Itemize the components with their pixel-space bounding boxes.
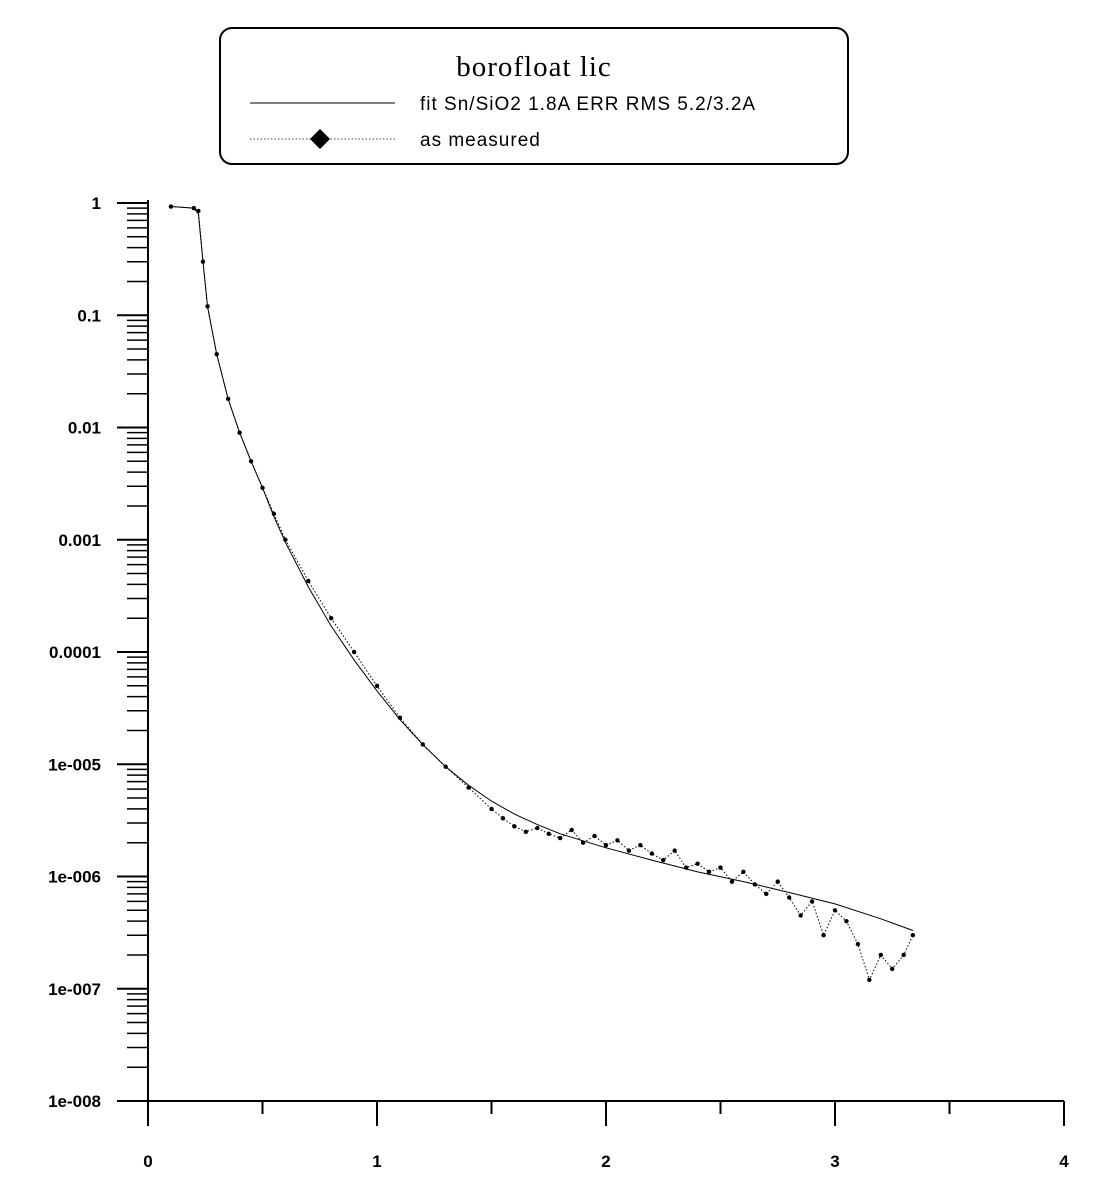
data-point [351,649,357,655]
data-point [500,816,506,821]
data-point [569,827,574,833]
data-point [821,932,826,938]
y-tick-label: 0.0001 [49,643,101,662]
data-point [867,977,872,983]
x-tick-label: 3 [830,1152,839,1171]
data-point [626,848,632,853]
y-tick-label: 1e-008 [48,1092,101,1111]
y-tick-labels: 1 0.1 0.01 0.001 0.0001 1e-005 1e-006 1e-007 1e-… [48,194,101,1111]
y-tick-label: 1 [92,194,101,213]
x-tick-label: 1 [372,1152,381,1171]
data-point [196,208,201,214]
data-point [787,895,792,900]
axes [117,200,1064,1102]
data-point [271,511,277,517]
data-point [910,932,916,938]
data-point [489,806,494,812]
plot-area [168,204,916,983]
x-tick-label: 2 [601,1152,610,1171]
data-point [695,861,700,866]
data-point [512,824,517,829]
legend-label-fit: fit Sn/SiO2 1.8A ERR RMS 5.2/3.2A [420,94,756,115]
data-point [420,742,425,747]
data-point [718,865,723,870]
data-point [523,829,529,835]
data-point [878,952,883,958]
y-tick-label: 0.001 [58,531,101,550]
data-point [798,913,803,918]
data-point [200,259,206,264]
data-point [535,825,540,831]
data-point [374,683,380,688]
series-line-measured [170,206,914,982]
legend-box [219,27,849,165]
data-point [580,840,586,845]
data-point [809,899,815,904]
data-point [832,908,838,913]
y-tick-label: 0.01 [68,419,101,438]
y-tick-label: 0.1 [77,306,101,325]
data-point [901,952,906,958]
data-point [683,865,689,870]
y-tick-label: 1e-007 [48,980,101,999]
data-point [205,304,210,309]
data-point [661,857,666,863]
data-point [649,851,654,856]
data-point [225,396,231,402]
data-point [248,459,254,464]
data-point [466,785,471,790]
data-point [890,966,895,972]
data-point [397,715,403,720]
chart-title: borofloat lic [456,51,612,83]
legend-label-measured: as measured [420,130,541,151]
data-point [283,537,288,542]
data-point [615,838,620,843]
data-point [237,430,242,435]
x-ticks [147,1101,1065,1126]
data-point [775,879,780,884]
data-point [443,764,448,769]
data-point [260,485,265,491]
x-tick-label: 0 [143,1152,152,1171]
data-point [638,843,643,848]
data-point [329,616,334,621]
legend-marker-measured [310,129,330,149]
y-tick-label: 1e-005 [48,755,101,774]
data-point [844,918,849,924]
data-point [603,843,609,848]
data-point [706,869,712,875]
data-point [855,941,861,947]
data-point [752,882,758,887]
data-point [741,869,746,875]
x-tick-labels: 0 1 2 3 4 [143,1152,1069,1171]
y-ticks [117,202,148,1102]
legend: borofloat lic fit Sn/SiO2 1.8A ERR RMS 5… [219,27,849,165]
data-point [764,891,769,897]
x-tick-label: 4 [1059,1152,1069,1171]
data-point [558,835,563,841]
data-point [592,833,597,839]
data-point [546,831,551,837]
data-point [306,578,311,584]
data-point [214,351,219,357]
data-point [168,204,174,209]
data-point [729,879,735,884]
series-line-fit [170,206,914,931]
data-point [672,848,677,853]
data-point [191,205,196,211]
y-tick-label: 1e-006 [48,868,101,887]
